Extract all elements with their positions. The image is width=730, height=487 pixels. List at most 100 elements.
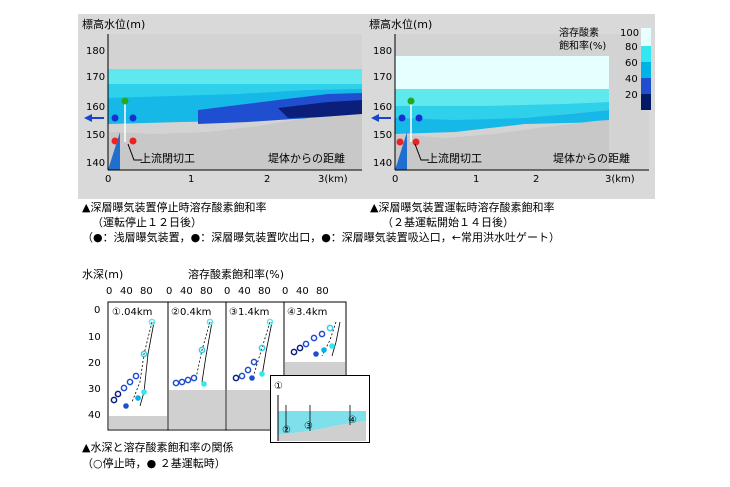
right-distance-label: 堤体からの距離 — [553, 151, 630, 165]
right-dam-face — [395, 132, 407, 170]
legend-tick-40: 40 — [625, 74, 638, 85]
p2-stopped-points — [172, 318, 214, 387]
left-yticks: 180 170 160 150 140 — [86, 46, 105, 169]
right-color-legend: 溶存酸素 飽和率(%) 100 80 60 40 20 — [559, 26, 651, 110]
profile-xticks: 0 40 80 0 40 80 0 40 80 0 40 80 — [106, 286, 329, 297]
p1-stopped-points — [110, 318, 156, 404]
inset-label-3: ③ — [304, 421, 313, 432]
p2-xt1: 40 — [180, 286, 193, 297]
p3-xt1: 40 — [238, 286, 251, 297]
p4-stopped-points — [290, 324, 334, 356]
right-caption-2: （２基運転開始１４日後） — [382, 216, 514, 229]
legend-swatch-100 — [641, 28, 651, 46]
legend-swatch-80 — [641, 46, 651, 62]
p2-xt0: 0 — [166, 286, 172, 297]
legend-swatch-60 — [641, 62, 651, 78]
p4-bottom — [285, 362, 345, 376]
station-2-label: ②0.4km — [171, 307, 211, 318]
p3-xt2: 80 — [258, 286, 271, 297]
left-xtick-2: 2 — [264, 174, 270, 185]
profile-xlabel: 溶存酸素飽和率(%) — [188, 267, 284, 281]
p1-xt2: 80 — [140, 286, 153, 297]
p1-xt0: 0 — [106, 286, 112, 297]
profile-ylabel: 水深(m) — [82, 268, 123, 281]
station-1-label: ①.04km — [112, 307, 152, 318]
left-ytick-140: 140 — [86, 158, 105, 169]
p4-xt1: 40 — [296, 286, 309, 297]
left-caption-1: ▲深層曝気装置停止時溶存酸素飽和率 — [82, 201, 267, 214]
left-ytick-150: 150 — [86, 130, 105, 141]
p-yt30: 30 — [88, 384, 101, 395]
station-inset-map: ① ② ③ ④ — [270, 375, 370, 443]
left-dam-label: 上流閉切工 — [140, 151, 195, 165]
p1-xt1: 40 — [120, 286, 133, 297]
left-outlet-marker-2 — [129, 114, 137, 122]
right-gate-arrowhead — [371, 114, 379, 122]
left-do-section-chart: 標高水位(m) 180 170 160 150 140 0 1 2 3(km) — [78, 14, 368, 199]
right-outlet-marker-1 — [398, 114, 406, 122]
left-dam-leader — [127, 143, 142, 161]
profile-caption-2: （○停止時，● ２基運転時） — [82, 457, 226, 470]
right-terrain — [395, 120, 609, 170]
right-ytick-170: 170 — [373, 72, 392, 83]
left-xticks: 0 1 2 3(km) — [105, 174, 348, 185]
legend-title-1: 溶存酸素 — [559, 26, 599, 39]
left-distance-label: 堤体からの距離 — [268, 151, 345, 165]
p3-xt0: 0 — [224, 286, 230, 297]
p3-bottom — [227, 390, 283, 429]
left-gate-arrowhead — [84, 114, 92, 122]
p3-stopped-points — [232, 318, 274, 382]
right-layer-deep — [395, 110, 609, 134]
right-ytick-140: 140 — [373, 158, 392, 169]
left-plot-area — [107, 34, 362, 171]
right-shallow-aerator-marker — [407, 97, 415, 105]
profile-panel-1 — [107, 301, 169, 431]
left-ytick-160: 160 — [86, 102, 105, 113]
inset-label-4: ④ — [348, 415, 357, 426]
p-yt40: 40 — [88, 410, 101, 421]
left-ytick-170: 170 — [86, 72, 105, 83]
left-ytick-180: 180 — [86, 46, 105, 57]
p2-bottom — [169, 390, 225, 429]
left-xtick-1: 1 — [188, 174, 194, 185]
right-yticks: 180 170 160 150 140 — [373, 46, 392, 169]
right-layer-surface — [395, 56, 609, 89]
right-inlet-marker-2 — [412, 138, 420, 146]
p1-bottom — [109, 416, 167, 429]
left-xtick-3: 3(km) — [318, 174, 348, 185]
left-layer-anoxic — [278, 100, 362, 118]
p-yt10: 10 — [88, 332, 101, 343]
left-ylabel: 標高水位(m) — [82, 17, 145, 31]
legend-swatch-20 — [641, 94, 651, 110]
left-inlet-marker-2 — [129, 137, 137, 145]
right-dam-leader — [414, 143, 429, 161]
marker-legend-note: （●：浅層曝気装置，●：深層曝気装置吹出口，●：深層曝気装置吸込口，←常用洪水吐… — [82, 231, 560, 245]
inset-label-2: ② — [282, 425, 291, 436]
right-ytick-150: 150 — [373, 130, 392, 141]
right-ylabel: 標高水位(m) — [369, 17, 432, 31]
marker-legend-text: （●：浅層曝気装置，●：深層曝気装置吹出口，●：深層曝気装置吸込口，←常用洪水吐… — [82, 231, 561, 244]
station-4-label: ④3.4km — [287, 307, 327, 318]
p2-xt2: 80 — [200, 286, 213, 297]
left-xtick-0: 0 — [105, 174, 111, 185]
p-yt0: 0 — [94, 305, 100, 316]
right-xtick-2: 2 — [533, 174, 539, 185]
legend-swatch-40 — [641, 78, 651, 94]
right-ytick-180: 180 — [373, 46, 392, 57]
profile-caption-1: ▲水深と溶存酸素飽和率の関係 — [82, 441, 234, 454]
legend-tick-20: 20 — [625, 90, 638, 101]
right-xtick-0: 0 — [392, 174, 398, 185]
p-yt20: 20 — [88, 358, 101, 369]
left-terrain — [108, 114, 362, 170]
inset-water — [278, 411, 366, 435]
p1-running-points — [123, 389, 147, 409]
right-ytick-160: 160 — [373, 102, 392, 113]
inset-terrain — [278, 421, 366, 441]
p4-xt2: 80 — [316, 286, 329, 297]
legend-tick-100: 100 — [620, 28, 639, 39]
station-3-label: ③1.4km — [229, 307, 269, 318]
right-xticks: 0 1 2 3(km) — [392, 174, 635, 185]
p4-xt0: 0 — [282, 286, 288, 297]
profile-yticks: 0 10 20 30 40 — [88, 305, 101, 421]
right-outlet-marker-2 — [415, 114, 423, 122]
